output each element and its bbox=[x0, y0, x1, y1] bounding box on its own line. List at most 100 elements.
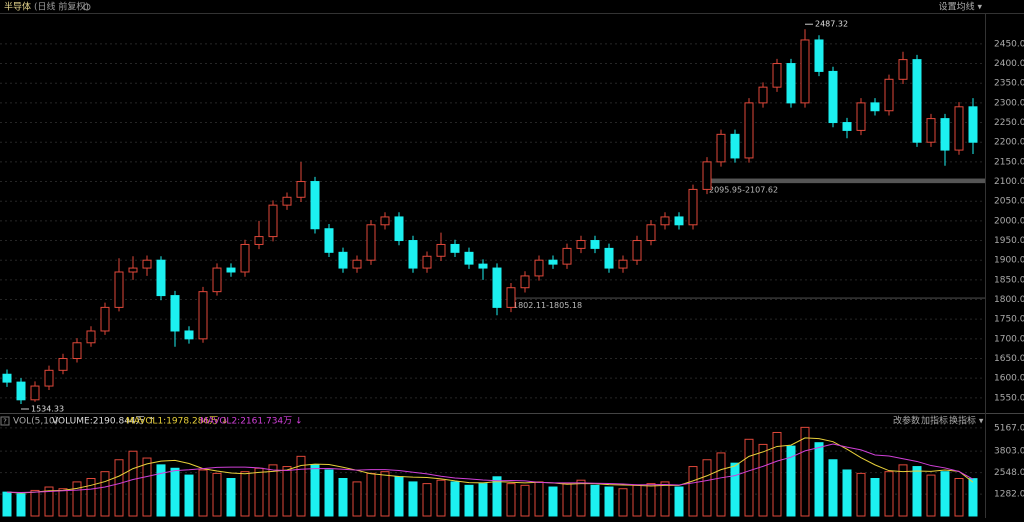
button[interactable]: 换指标 ▾ bbox=[949, 415, 984, 427]
volume-bar bbox=[772, 431, 782, 517]
candle-body bbox=[688, 188, 698, 226]
candle-body bbox=[604, 247, 614, 269]
volume-bar bbox=[324, 469, 334, 517]
candle-body bbox=[226, 267, 236, 273]
volume-bar bbox=[380, 471, 390, 517]
y-tick-label: 2548.00 bbox=[994, 468, 1024, 478]
volume-bar bbox=[58, 488, 68, 517]
candle-body bbox=[674, 216, 684, 226]
y-tick-label: 1950.00 bbox=[994, 236, 1024, 246]
volume-bar bbox=[156, 464, 166, 517]
ma-line bbox=[6, 443, 974, 493]
volume-bar bbox=[660, 481, 670, 517]
y-tick-label: 1800.00 bbox=[994, 295, 1024, 305]
candle-body bbox=[170, 295, 180, 332]
volume-bar bbox=[338, 478, 348, 517]
volume-bar bbox=[814, 442, 824, 517]
volume-bar bbox=[716, 452, 726, 517]
help-icon[interactable]: ? bbox=[3, 418, 7, 426]
volume-bar bbox=[758, 443, 768, 517]
volume-bar bbox=[968, 478, 978, 517]
volume-bar bbox=[800, 426, 810, 517]
candle-body bbox=[618, 259, 628, 269]
volume-bar bbox=[184, 474, 194, 517]
y-tick-label: 2350.00 bbox=[994, 79, 1024, 89]
candle-body bbox=[576, 240, 586, 249]
candle-body bbox=[324, 228, 334, 253]
candle-body bbox=[870, 102, 880, 112]
volume-bar bbox=[674, 486, 684, 517]
candle-body bbox=[506, 287, 516, 308]
candle-body bbox=[436, 243, 446, 257]
candle-body bbox=[2, 373, 12, 383]
volume-bar bbox=[72, 481, 82, 517]
candle-body bbox=[534, 259, 544, 277]
volume-bar bbox=[590, 484, 600, 517]
volume-bar bbox=[618, 488, 628, 517]
candle-body bbox=[394, 216, 404, 242]
y-tick-label: 5167.00 bbox=[994, 423, 1024, 433]
volume-bar bbox=[128, 450, 138, 517]
candle-body bbox=[562, 247, 572, 265]
volume-bar bbox=[240, 471, 250, 517]
candle-body bbox=[408, 240, 418, 269]
gear-icon[interactable] bbox=[83, 3, 91, 11]
help-box[interactable] bbox=[0, 416, 10, 426]
y-tick-label: 2200.00 bbox=[994, 138, 1024, 148]
y-tick-label: 2100.00 bbox=[994, 177, 1024, 187]
candle-body bbox=[240, 243, 250, 273]
band-label: 1802.11-1805.18 bbox=[513, 301, 582, 310]
candle-body bbox=[940, 118, 950, 151]
candle-body bbox=[772, 63, 782, 88]
volume-bar bbox=[282, 466, 292, 517]
y-tick-label: 1900.00 bbox=[994, 256, 1024, 266]
ma-button[interactable]: 设置均线 ▾ bbox=[939, 1, 983, 13]
volume-bar bbox=[898, 464, 908, 517]
candle-body bbox=[450, 243, 460, 253]
candle-body bbox=[744, 102, 754, 159]
volume-bar bbox=[268, 464, 278, 517]
y-tick-label: 2450.00 bbox=[994, 39, 1024, 49]
y-tick-label: 2300.00 bbox=[994, 98, 1024, 108]
volume-bar bbox=[450, 481, 460, 517]
volume-bar bbox=[16, 493, 26, 517]
y-tick-label: 3803.00 bbox=[994, 447, 1024, 457]
y-tick-label: 1750.00 bbox=[994, 315, 1024, 325]
title: 半导体 bbox=[4, 1, 31, 13]
y-tick-label: 1550.00 bbox=[994, 393, 1024, 403]
candle-body bbox=[520, 275, 530, 289]
volume-bar bbox=[786, 445, 796, 517]
candle-body bbox=[660, 216, 670, 226]
volume-bar bbox=[940, 471, 950, 517]
button[interactable]: 改参数 bbox=[893, 415, 920, 427]
volume-bar bbox=[100, 471, 110, 517]
volume-bar bbox=[254, 467, 264, 517]
y-tick-label: 1650.00 bbox=[994, 354, 1024, 364]
volume-bar bbox=[632, 484, 642, 517]
volume-bar bbox=[870, 478, 880, 517]
candle-body bbox=[338, 251, 348, 269]
y-tick-label: 2250.00 bbox=[994, 118, 1024, 128]
candle-body bbox=[282, 196, 292, 206]
button[interactable]: 加指标 bbox=[921, 415, 948, 427]
volume-bar bbox=[856, 472, 866, 517]
candle-body bbox=[366, 224, 376, 261]
volume-bar bbox=[86, 478, 96, 517]
candle-body bbox=[296, 181, 306, 198]
candle-body bbox=[156, 259, 166, 297]
volume-bar bbox=[520, 484, 530, 517]
volume-bar bbox=[394, 476, 404, 517]
y-tick-label: 1850.00 bbox=[994, 275, 1024, 285]
candle-body bbox=[114, 271, 124, 308]
subtitle: (日线 前复权) bbox=[34, 1, 89, 13]
candle-body bbox=[44, 369, 54, 387]
y-tick-label: 1282.00 bbox=[994, 490, 1024, 500]
volume-bar bbox=[954, 478, 964, 517]
candle-body bbox=[716, 133, 726, 163]
volume-bar bbox=[44, 486, 54, 517]
candle-body bbox=[702, 161, 712, 190]
candle-body bbox=[422, 255, 432, 269]
candle-body bbox=[478, 263, 488, 269]
